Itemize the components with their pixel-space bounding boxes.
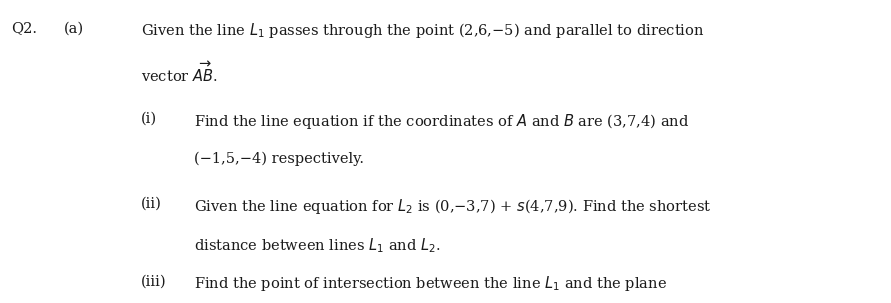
Text: Given the line equation for $L_2$ is (0,−3,7) + $s$(4,7,9). Find the shortest: Given the line equation for $L_2$ is (0,… [194,197,712,216]
Text: (ii): (ii) [141,197,161,211]
Text: Find the line equation if the coordinates of $A$ and $B$ are (3,7,4) and: Find the line equation if the coordinate… [194,112,690,131]
Text: distance between lines $L_1$ and $L_2$.: distance between lines $L_1$ and $L_2$. [194,236,441,255]
Text: vector $\overrightarrow{AB}$.: vector $\overrightarrow{AB}$. [141,61,217,85]
Text: Find the point of intersection between the line $L_1$ and the plane: Find the point of intersection between t… [194,274,667,293]
Text: (a): (a) [64,21,85,35]
Text: (i): (i) [141,112,157,126]
Text: (−1,5,−4) respectively.: (−1,5,−4) respectively. [194,152,364,166]
Text: (iii): (iii) [141,274,167,288]
Text: Given the line $L_1$ passes through the point (2,6,−5) and parallel to direction: Given the line $L_1$ passes through the … [141,21,704,40]
Text: Q2.: Q2. [11,21,37,35]
